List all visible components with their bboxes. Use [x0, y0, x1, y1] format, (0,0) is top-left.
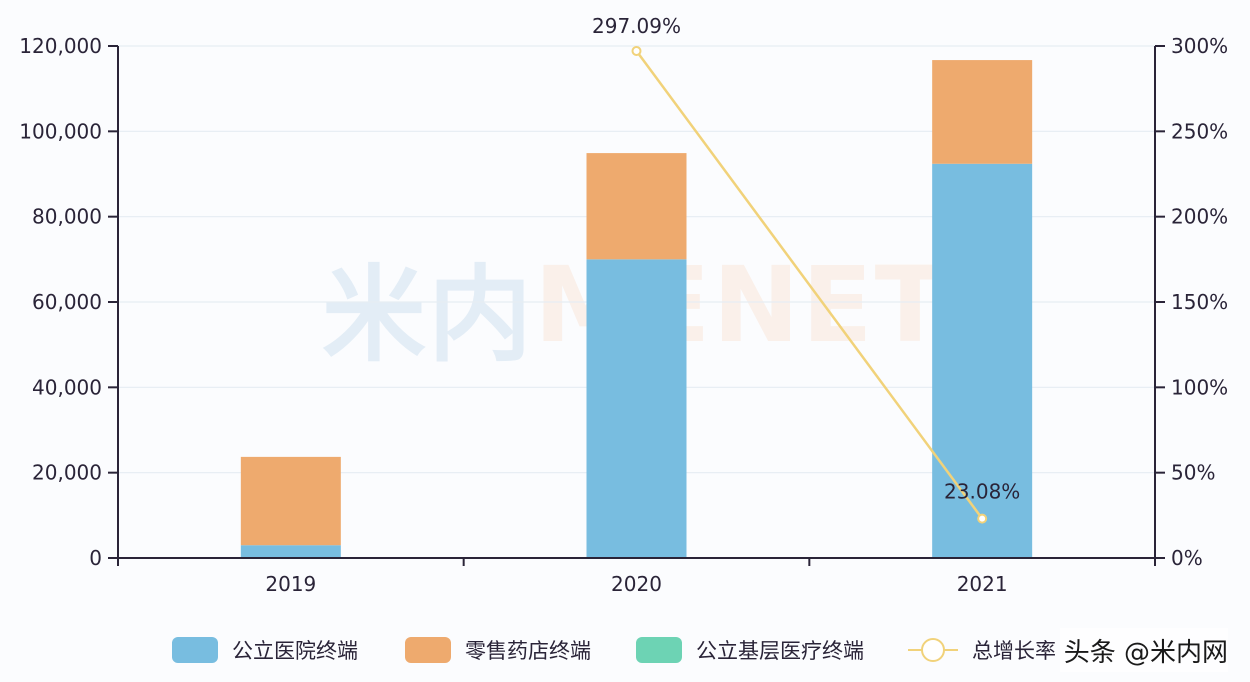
- bar-segment[interactable]: [932, 60, 1033, 164]
- legend-item-public-hospital[interactable]: 公立医院终端: [172, 628, 358, 672]
- growth-point[interactable]: [631, 45, 642, 56]
- growth-line-series: 297.09% 23.08%: [592, 14, 1020, 524]
- right-axis-tick-label: 300%: [1171, 34, 1228, 58]
- bar-segment[interactable]: [932, 163, 1033, 558]
- x-axis-tick-label: 2021: [957, 572, 1008, 596]
- legend: 公立医院终端 零售药店终端 公立基层医疗终端 总增长率: [0, 628, 1250, 672]
- left-axis-tick-label: 40,000: [32, 375, 102, 399]
- legend-label: 公立基层医疗终端: [696, 639, 864, 663]
- legend-line-circle-icon: [908, 637, 958, 663]
- legend-label: 零售药店终端: [465, 639, 591, 663]
- legend-item-primary-care[interactable]: 公立基层医疗终端: [636, 628, 864, 672]
- right-axis-tick-label: 200%: [1171, 205, 1228, 229]
- left-axis-tick-label: 80,000: [32, 205, 102, 229]
- left-axis-tick-label: 60,000: [32, 290, 102, 314]
- growth-point[interactable]: [977, 513, 988, 524]
- watermark-cn: 米内: [322, 253, 535, 376]
- bar-segment[interactable]: [586, 153, 687, 260]
- growth-line: [635, 50, 984, 520]
- right-axis-tick-label: 100%: [1171, 375, 1228, 399]
- axes: 0 20,000 40,000 60,000 80,000 100,000 120,000 0…: [19, 34, 1228, 596]
- legend-swatch-orange: [405, 637, 451, 663]
- legend-swatch-green: [636, 637, 682, 663]
- x-axis-tick-label: 2019: [265, 572, 316, 596]
- legend-item-total-growth[interactable]: 总增长率: [908, 628, 1056, 672]
- left-axis-tick-label: 0: [89, 546, 102, 570]
- legend-label: 总增长率: [972, 639, 1056, 663]
- legend-item-retail-pharmacy[interactable]: 零售药店终端: [405, 628, 591, 672]
- right-axis-tick-label: 50%: [1171, 461, 1215, 485]
- x-axis-tick-label: 2020: [611, 572, 662, 596]
- growth-data-label: 23.08%: [944, 480, 1020, 504]
- growth-data-label: 297.09%: [592, 14, 681, 38]
- legend-swatch-blue: [172, 637, 218, 663]
- right-axis-tick-label: 150%: [1171, 290, 1228, 314]
- bar-series: [240, 60, 1033, 558]
- bar-segment[interactable]: [240, 456, 341, 546]
- right-axis-tick-label: 0%: [1171, 546, 1203, 570]
- left-axis-tick-label: 120,000: [19, 34, 102, 58]
- source-tag: 头条 @米内网: [1059, 628, 1228, 672]
- right-axis-tick-label: 250%: [1171, 119, 1228, 143]
- bar-segment[interactable]: [240, 545, 341, 558]
- left-axis-tick-label: 20,000: [32, 461, 102, 485]
- bar-segment[interactable]: [586, 259, 687, 558]
- legend-label: 公立医院终端: [232, 639, 358, 663]
- left-axis-tick-label: 100,000: [19, 119, 102, 143]
